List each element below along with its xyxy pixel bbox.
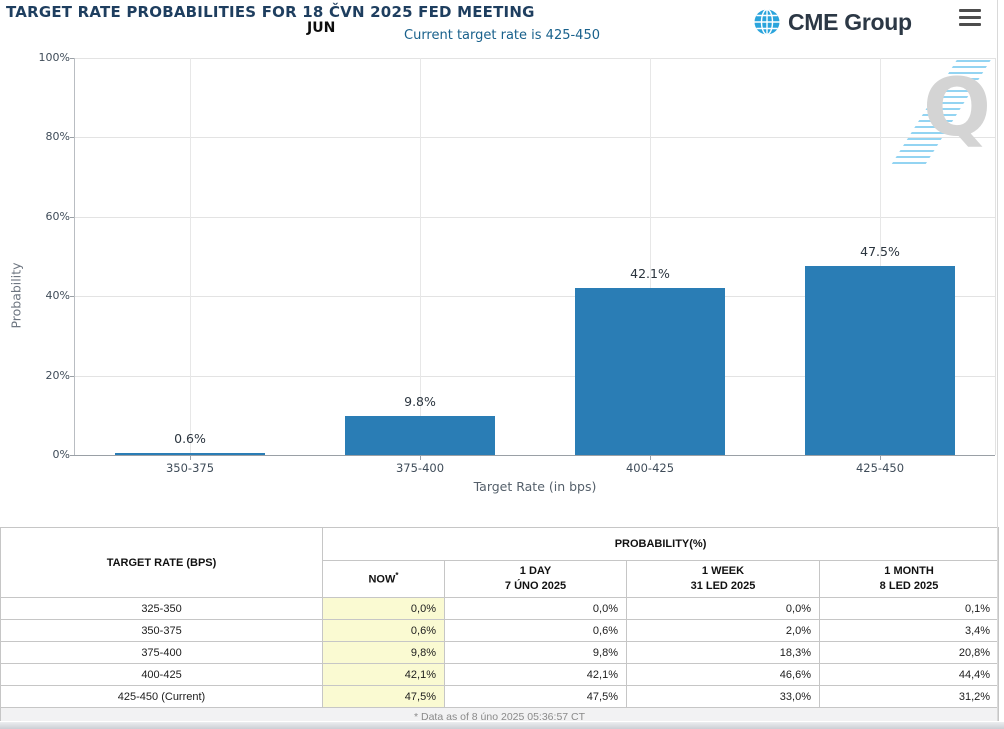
category-gridline [420,58,421,455]
probability-cell-now: 42,1% [322,663,445,686]
probability-cell: 0,0% [444,597,627,620]
y-tick-mark [70,137,75,139]
x-tick-label: 400-425 [625,461,675,475]
logo-text: CME Group [788,8,912,35]
y-axis-line [74,58,75,455]
x-tick-label: 375-400 [395,461,445,475]
probability-cell-now: 47,5% [322,685,445,708]
probability-cell: 2,0% [626,619,820,642]
y-tick-label: 40% [45,289,70,303]
table-row: 425-450 (Current) 47,5% 47,5% 33,0% 31,2% [0,685,1000,708]
horizontal-scrollbar[interactable] [0,721,1004,729]
x-tick-mark [880,455,881,460]
probability-cell: 31,2% [818,685,1000,708]
y-tick-mark [70,296,75,298]
rate-cell: 400-425 [0,663,323,686]
x-tick-label: 425-450 [855,461,905,475]
probability-bar[interactable] [115,452,265,455]
hamburger-menu-icon[interactable] [959,9,981,26]
probability-cell: 0,0% [626,597,820,620]
y-tick-label: 0% [52,448,70,461]
col-header-now: NOW* [322,560,445,598]
rate-cell: 375-400 [0,641,323,664]
probability-cell: 47,5% [444,685,627,708]
y-gridline [75,296,995,298]
bar-value-label: 9.8% [404,394,436,410]
probability-bar[interactable] [345,416,495,455]
y-tick-label: 100% [38,51,70,64]
probability-cell: 0,1% [818,597,1000,620]
quikstrike-watermark: Q [889,60,993,170]
bar-value-label: 47.5% [860,244,900,260]
y-tick-mark [70,375,75,377]
x-tick-mark [420,455,421,460]
watermark-q-letter: Q [922,61,991,154]
table-row: 375-400 9,8% 9,8% 18,3% 20,8% [0,641,1000,664]
current-target-rate-text: Current target rate is 425-450 [404,28,600,43]
probability-cell-now: 0,6% [322,619,445,642]
y-tick-label: 60% [45,209,70,223]
right-border [997,0,998,721]
probability-bar[interactable] [575,287,725,455]
y-tick-mark [70,455,75,456]
probability-cell: 0,6% [444,619,627,642]
x-axis-title: Target Rate (in bps) [473,479,597,494]
y-tick-mark [70,216,75,218]
probability-cell: 18,3% [626,641,820,664]
col-group-header-probability: PROBABILITY(%) [321,527,1000,561]
table-row: 350-375 0,6% 0,6% 2,0% 3,4% [0,619,1000,642]
bar-value-label: 0.6% [174,430,206,446]
category-gridline [650,58,651,455]
probability-cell: 44,4% [818,663,1000,686]
x-tick-mark [190,455,191,460]
probability-cell-now: 0,0% [322,597,445,620]
probability-cell: 20,8% [818,641,1000,664]
y-gridline [75,216,995,218]
probability-cell: 33,0% [626,685,820,708]
bar-value-label: 42.1% [630,265,670,281]
rate-cell: 425-450 (Current) [0,685,323,708]
cme-group-logo[interactable]: CME Group [753,8,912,36]
x-tick-label: 350-375 [165,461,215,475]
col-header-1-month: 1 MONTH 8 LED 2025 [818,560,1000,598]
probability-bar-chart: Probability 0% 20% 40% 60% 80% 100% 0.6% 350-37… [0,50,997,525]
page-title: TARGET RATE PROBABILITIES FOR 18 ČVN 202… [6,3,535,21]
y-gridline [75,375,995,377]
x-axis-line [75,455,995,456]
month-tab-jun[interactable]: JUN [307,20,336,36]
category-gridline [190,58,191,455]
y-gridline [75,137,995,139]
globe-icon [753,8,781,36]
probability-cell: 46,6% [626,663,820,686]
x-tick-mark [650,455,651,460]
y-tick-label: 20% [45,368,70,382]
plot-area: 0% 20% 40% 60% 80% 100% 0.6% 350-375 9.8% 375-400… [39,51,996,475]
y-tick-mark [70,58,75,59]
probability-cell: 9,8% [444,641,627,664]
probability-cell: 42,1% [444,663,627,686]
rate-cell: 350-375 [0,619,323,642]
y-gridline [75,58,995,59]
table-row: 400-425 42,1% 42,1% 46,6% 44,4% [0,663,1000,686]
category-gridline [880,58,881,455]
col-header-1-day: 1 DAY 7 ÚNO 2025 [444,560,627,598]
col-header-1-week: 1 WEEK 31 LED 2025 [626,560,820,598]
table-row: 325-350 0,0% 0,0% 0,0% 0,1% [0,597,1000,620]
probability-cell: 3,4% [818,619,1000,642]
rate-cell: 325-350 [0,597,323,620]
probability-table: TARGET RATE (BPS) PROBABILITY(%) NOW* 1 DAY… [0,527,1000,727]
probability-bar[interactable] [805,266,955,455]
y-tick-label: 80% [45,130,70,144]
probability-cell-now: 9,8% [322,641,445,664]
col-header-target-rate: TARGET RATE (BPS) [0,527,323,598]
